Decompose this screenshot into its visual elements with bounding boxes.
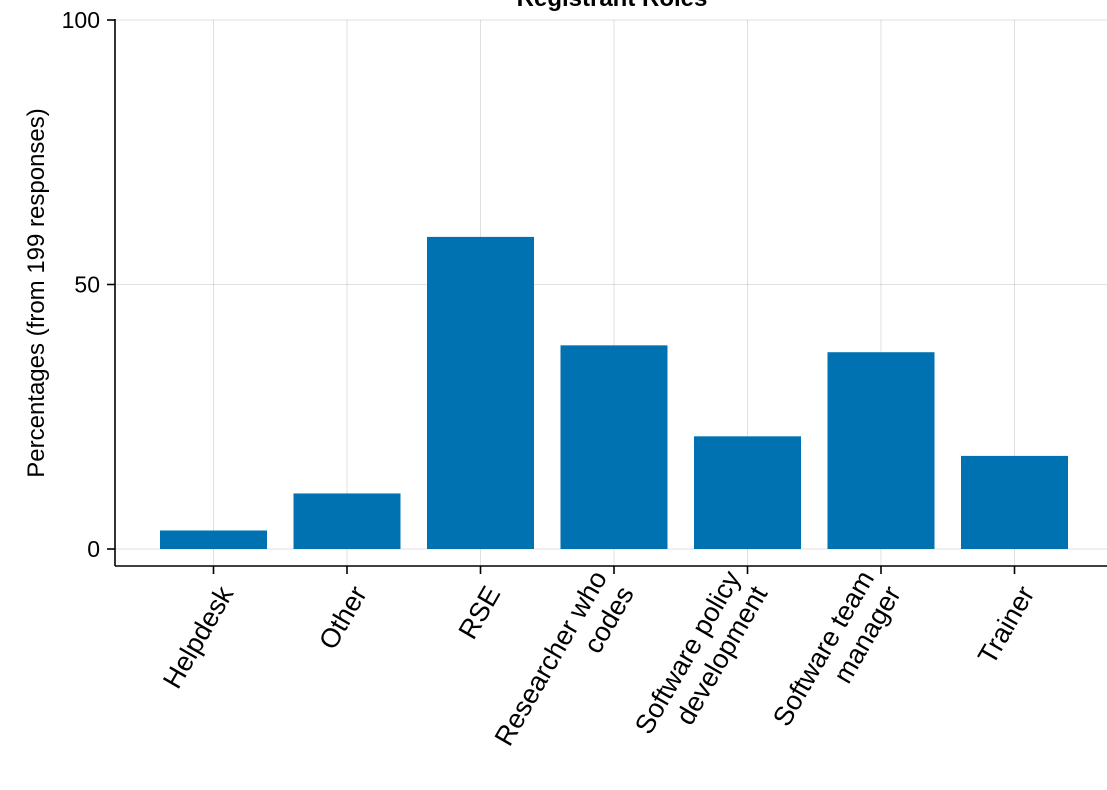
bar: [160, 530, 267, 549]
y-tick-label: 0: [87, 536, 100, 562]
x-tick-label: Researcher whocodes: [489, 566, 640, 767]
grid: [115, 19, 1107, 566]
x-tick-label-line: RSE: [453, 581, 507, 644]
x-tick-label: RSE: [453, 581, 507, 644]
x-tick-label: Software policydevelopment: [629, 565, 774, 754]
x-tick-label-line: Trainer: [972, 581, 1040, 669]
bar: [827, 352, 935, 549]
x-tick-label: Software teammanager: [767, 566, 907, 747]
y-tick-label: 100: [62, 7, 100, 33]
x-tick-label: Other: [313, 581, 373, 654]
y-ticks: 0 50 100: [62, 7, 115, 562]
x-tick-label-line: Other: [313, 581, 373, 654]
bar: [560, 345, 668, 549]
x-tick-label-line: Helpdesk: [157, 581, 240, 694]
bar: [293, 493, 401, 549]
axes: [114, 19, 1107, 567]
bars: [160, 236, 1068, 549]
bar: [961, 455, 1068, 549]
x-tick-label-line: Researcher who: [489, 566, 613, 751]
x-tick-label: Helpdesk: [157, 581, 240, 694]
chart-title: Registrant Roles: [517, 0, 708, 12]
y-tick-label: 50: [74, 272, 100, 298]
bar: [427, 236, 534, 549]
bar: [694, 436, 801, 549]
y-axis-label: Percentages (from 199 responses): [23, 108, 50, 478]
x-tick-label: Trainer: [972, 581, 1040, 669]
